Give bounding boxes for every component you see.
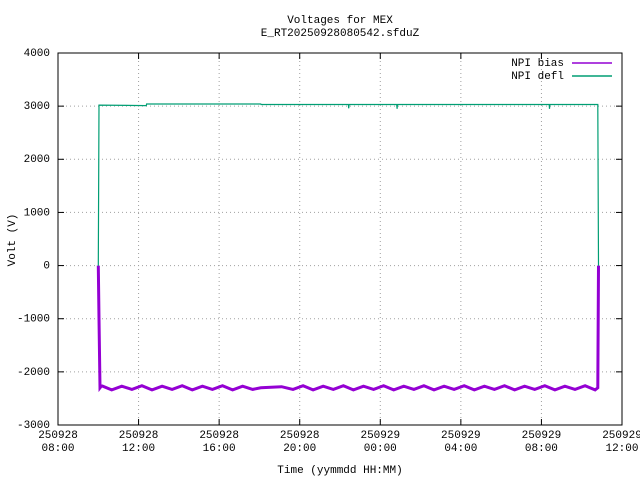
x-tick-label: 250929 08:00 <box>521 430 562 455</box>
legend-label: NPI bias <box>511 58 564 70</box>
y-tick-label: -1000 <box>17 314 50 326</box>
y-tick-label: -3000 <box>17 420 50 432</box>
x-tick-label: 250928 20:00 <box>279 430 320 455</box>
y-tick-label: 4000 <box>24 48 50 60</box>
legend-label: NPI defl <box>511 71 564 83</box>
x-axis-label: Time (yymmdd HH:MM) <box>277 465 402 477</box>
x-tick-label: 250929 04:00 <box>441 430 481 455</box>
y-tick-label: 1000 <box>24 207 50 219</box>
x-tick-label: 250928 12:00 <box>118 430 159 455</box>
y-axis-label: Volt (V) <box>7 214 19 267</box>
x-tick-label: 250929 12:00 <box>602 430 640 455</box>
series-line <box>96 265 600 393</box>
y-tick-label: 0 <box>43 260 50 272</box>
plot-frame <box>57 52 623 426</box>
x-tick-label: 250929 00:00 <box>360 430 401 455</box>
x-tick-label: 250928 08:00 <box>38 430 78 455</box>
y-tick-label: 2000 <box>24 154 50 166</box>
chart-subtitle: E_RT20250928080542.sfduZ <box>261 28 420 40</box>
x-tick-label: 250928 16:00 <box>199 430 239 455</box>
y-tick-label: -2000 <box>17 367 50 379</box>
y-tick-label: 3000 <box>24 101 50 113</box>
chart-title: Voltages for MEX <box>287 15 393 27</box>
series-line <box>97 103 600 266</box>
